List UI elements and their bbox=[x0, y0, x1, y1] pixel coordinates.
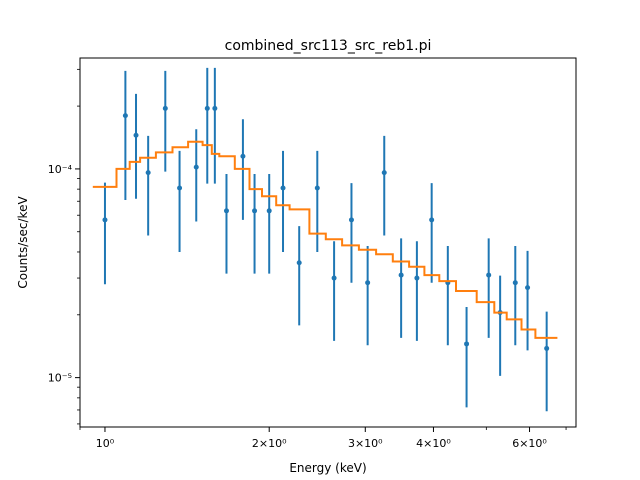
data-point bbox=[331, 275, 337, 281]
data-point bbox=[122, 113, 128, 119]
data-point bbox=[414, 275, 420, 281]
x-tick-label: 2×10⁰ bbox=[252, 437, 287, 450]
x-axis-label: Energy (keV) bbox=[289, 461, 366, 475]
data-point bbox=[252, 208, 258, 214]
data-point bbox=[280, 185, 286, 191]
data-point bbox=[204, 105, 210, 111]
data-point bbox=[177, 185, 183, 191]
data-point bbox=[193, 164, 199, 170]
data-point bbox=[525, 285, 531, 291]
x-tick-label: 3×10⁰ bbox=[348, 437, 383, 450]
y-tick-label: 10⁻⁵ bbox=[48, 372, 72, 385]
data-point bbox=[240, 153, 246, 159]
chart-title: combined_src113_src_reb1.pi bbox=[225, 38, 432, 54]
y-axis: 10⁻⁵ 10⁻⁴ bbox=[48, 68, 80, 425]
data-point bbox=[223, 208, 229, 214]
axes-frame bbox=[79, 57, 577, 428]
x-tick-label: 10⁰ bbox=[96, 437, 115, 450]
data-point bbox=[381, 170, 387, 176]
data-point bbox=[212, 105, 218, 111]
data-point bbox=[398, 272, 404, 278]
data-point bbox=[429, 217, 435, 223]
data-point bbox=[314, 185, 320, 191]
data-point bbox=[133, 132, 139, 138]
y-tick-label: 10⁻⁴ bbox=[48, 163, 73, 176]
data-point bbox=[512, 280, 518, 286]
model-step-line bbox=[92, 140, 558, 339]
data-point bbox=[348, 217, 354, 223]
data-point bbox=[145, 170, 151, 176]
data-point bbox=[102, 217, 108, 223]
x-axis: 10⁰ 2×10⁰ 3×10⁰ 4×10⁰ 6×10⁰ bbox=[79, 427, 567, 450]
data-point bbox=[266, 208, 272, 214]
data-point bbox=[464, 341, 470, 347]
x-tick-label: 4×10⁰ bbox=[416, 437, 451, 450]
y-axis-label: Counts/sec/keV bbox=[16, 196, 30, 289]
plot-area bbox=[92, 67, 558, 412]
data-point bbox=[365, 280, 371, 286]
data-point bbox=[544, 345, 550, 351]
data-point bbox=[296, 260, 302, 266]
x-tick-label: 6×10⁰ bbox=[512, 437, 547, 450]
data-point bbox=[486, 272, 492, 278]
data-point bbox=[162, 105, 168, 111]
